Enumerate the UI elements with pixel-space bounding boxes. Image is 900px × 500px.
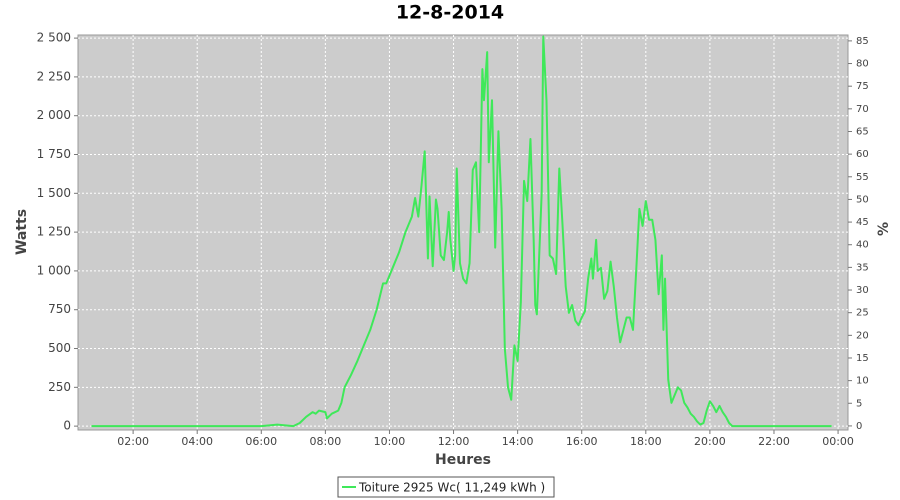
legend-label: Toiture 2925 Wc( 11,249 kWh ) [358,481,545,495]
y2-tick-label: 75 [856,81,869,92]
y2-tick-label: 35 [856,262,869,273]
y2-tick-label: 45 [856,217,869,228]
y-tick-label: 0 [63,419,71,433]
x-tick-label: 16:00 [566,435,598,448]
y2-tick-label: 60 [856,149,869,160]
x-tick-label: 00:00 [822,435,854,448]
y2-tick-label: 20 [856,330,869,341]
marks [91,35,832,428]
y-axis-title: Watts [14,209,30,255]
x-tick-label: 12:00 [438,435,470,448]
y2-tick-label: 0 [856,421,862,432]
x-axis-title: Heures [435,452,491,468]
x-tick-label: 18:00 [630,435,662,448]
y-tick-label: 2 000 [37,108,71,122]
x-tick-label: 04:00 [181,435,213,448]
y-tick-label: 2 250 [37,69,71,83]
grid: 02:00 04:00 06:00 08:00 10:00 12:00 14:00 16:00… [37,31,869,448]
y-tick-label: 1 250 [37,225,71,239]
y2-tick-label: 85 [856,36,869,47]
y2-tick-label: 15 [856,353,869,364]
x-tick-label: 14:00 [502,435,534,448]
y2-tick-label: 55 [856,172,869,183]
y2-tick-label: 65 [856,126,869,137]
y2-tick-label: 5 [856,398,862,409]
x-tick-label: 02:00 [117,435,149,448]
x-tick-label: 06:00 [245,435,277,448]
y2-tick-label: 40 [856,240,869,251]
y-tick-label: 1 750 [37,147,71,161]
y2-tick-label: 70 [856,104,869,115]
y2-tick-label: 10 [856,376,869,387]
y-tick-label: 250 [48,380,71,394]
x-tick-label: 22:00 [758,435,790,448]
y-tick-label: 500 [48,341,71,355]
x-tick-label: 20:00 [694,435,726,448]
y2-tick-label: 80 [856,59,869,70]
legend-box [337,476,555,498]
y-tick-label: 1 000 [37,263,71,277]
series-line [91,35,832,428]
y2-tick-label: 25 [856,308,869,319]
chart-title: 12-8-2014 [396,2,504,24]
y2-tick-label: 30 [856,285,869,296]
y2-axis-title: % [876,222,892,236]
legend: Toiture 2925 Wc( 11,249 kWh ) [337,476,555,498]
x-tick-label: 10:00 [374,435,406,448]
y2-tick-label: 50 [856,194,869,205]
x-tick-label: 08:00 [310,435,342,448]
y-tick-label: 750 [48,302,71,316]
y-tick-label: 2 500 [37,31,71,45]
y-tick-label: 1 500 [37,186,71,200]
